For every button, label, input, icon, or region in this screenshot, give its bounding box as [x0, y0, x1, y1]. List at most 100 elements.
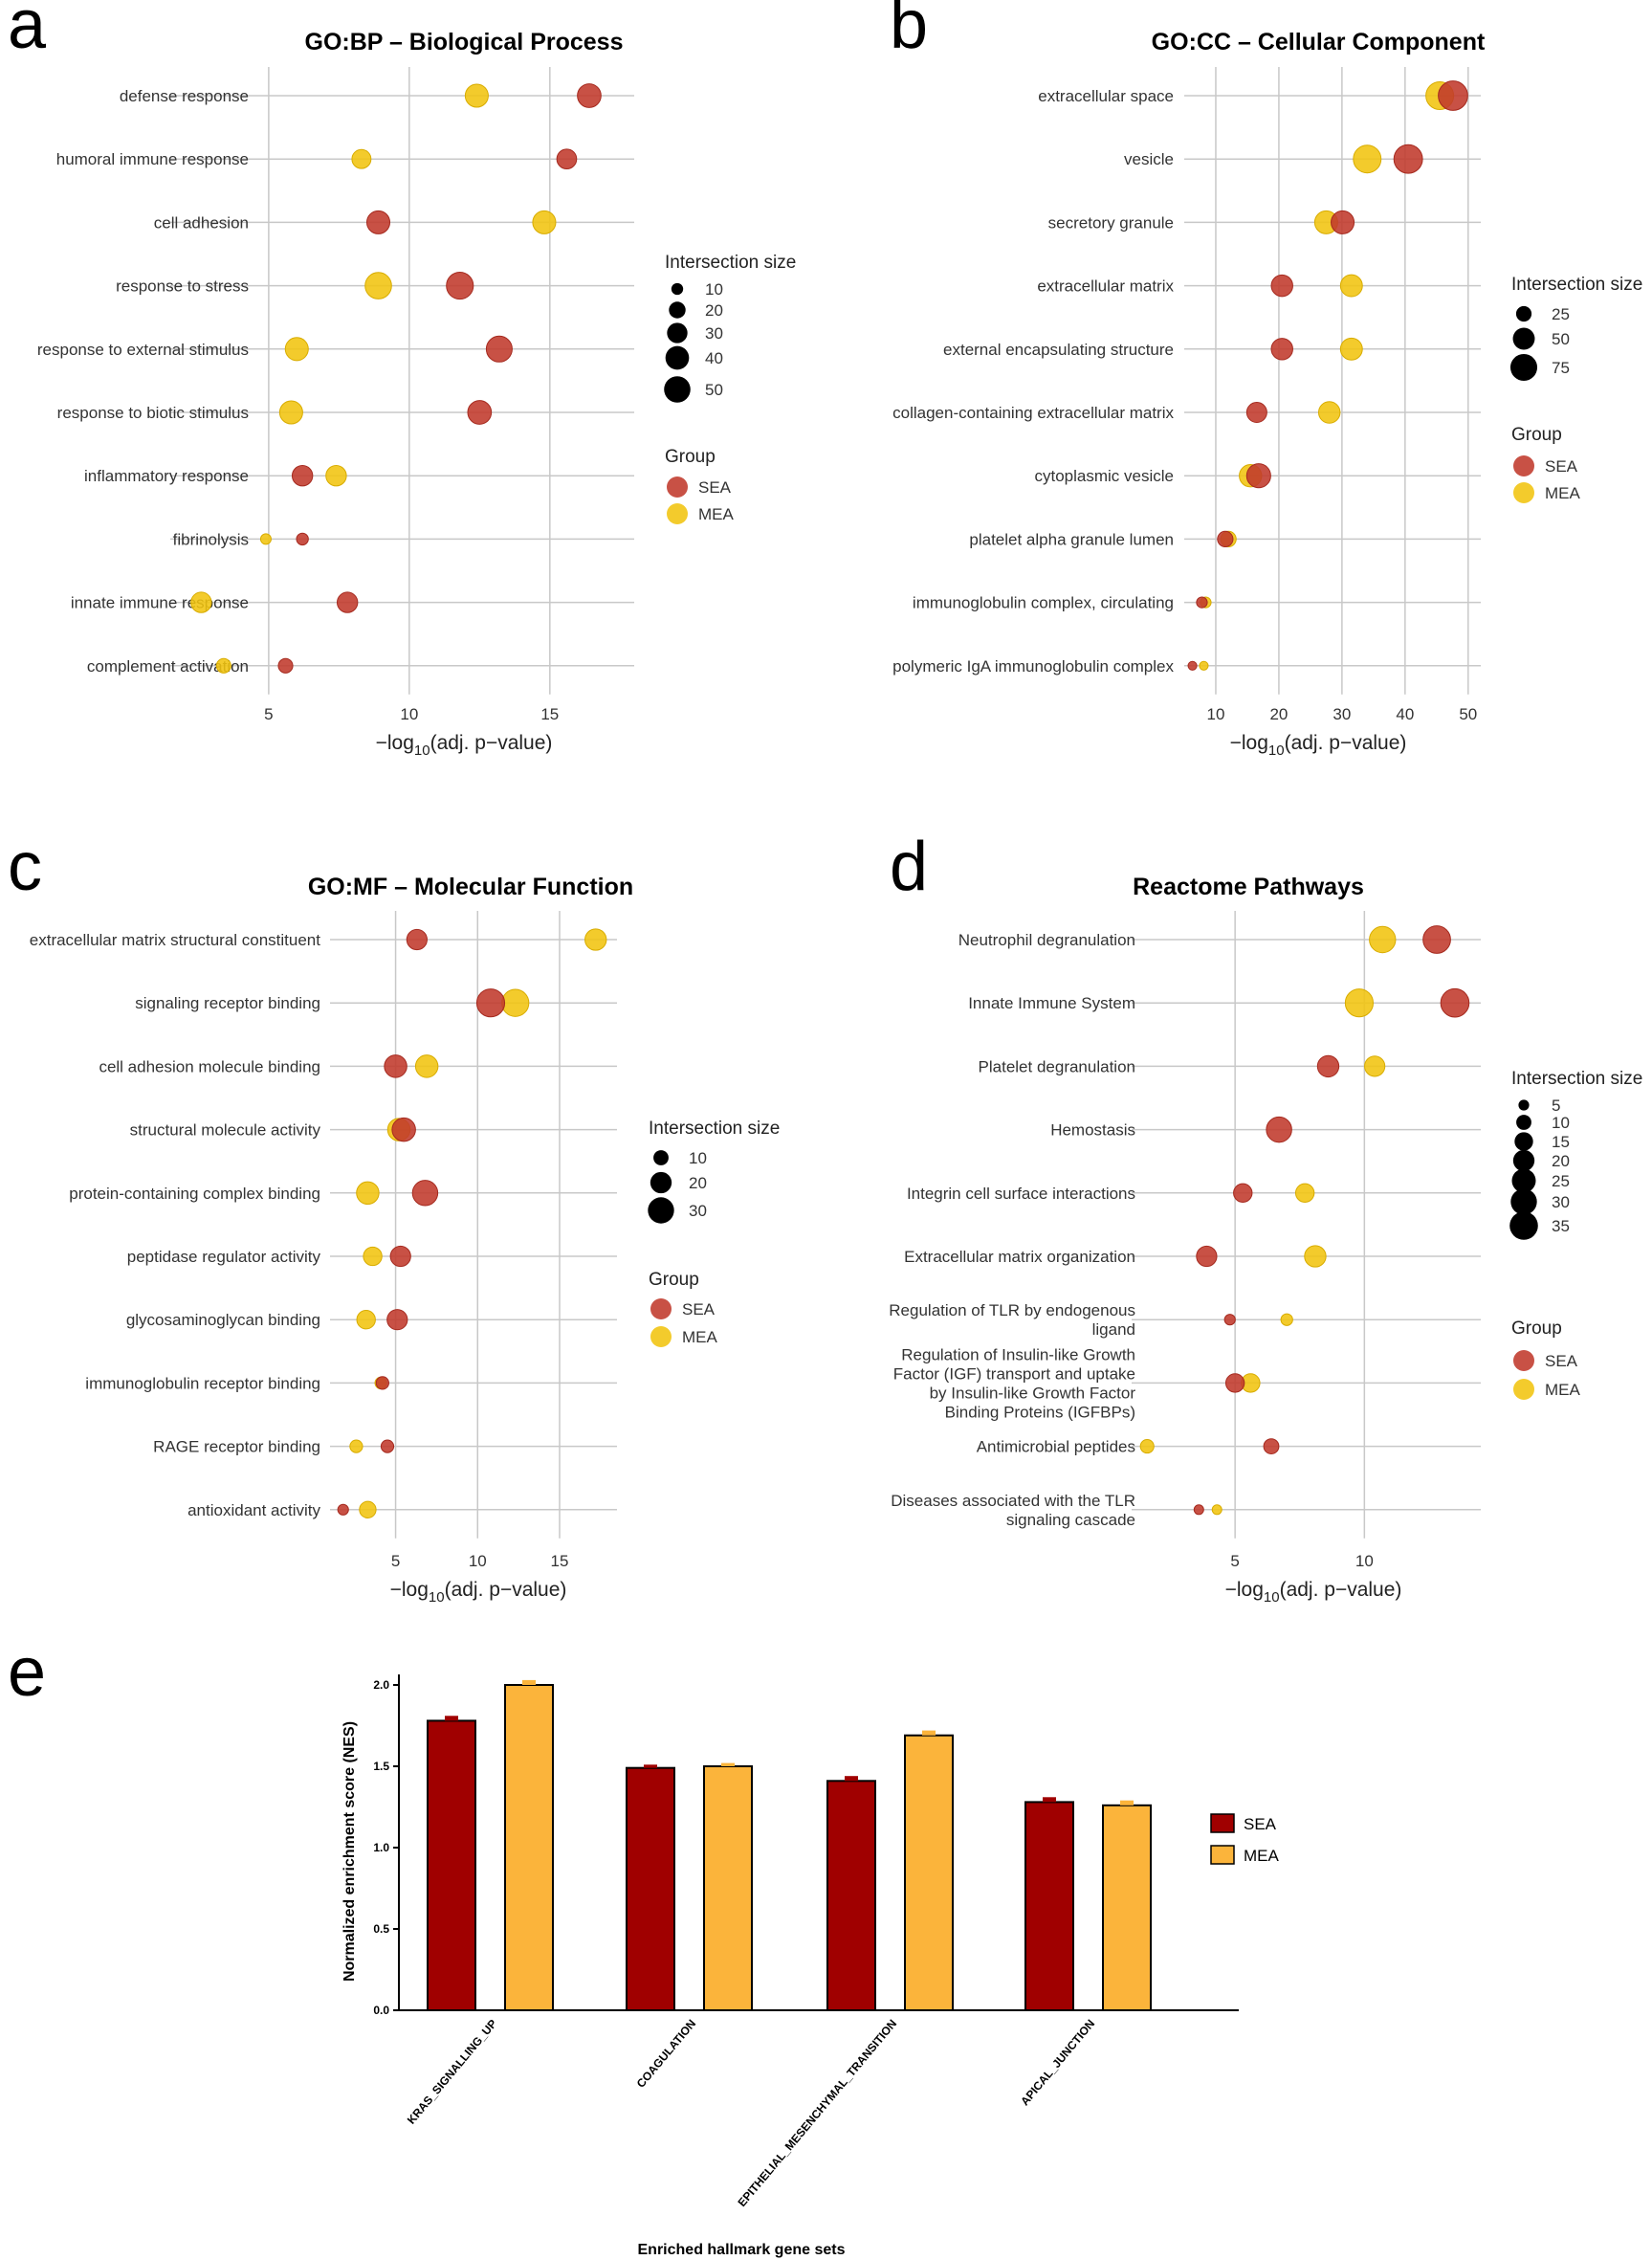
data-point-mea [464, 83, 489, 108]
data-point-sea [1316, 1054, 1340, 1078]
data-point-sea [1438, 80, 1468, 111]
category-label: Hemostasis [1050, 1121, 1135, 1140]
group-legend-swatch-sea [667, 476, 688, 498]
category-label: Integrin cell surface interactions [907, 1185, 1135, 1203]
category-label-line: Innate Immune System [968, 994, 1135, 1012]
data-point-sea [1440, 987, 1470, 1018]
x-axis-label-part: −log [1225, 1579, 1264, 1601]
size-legend-dot [1514, 1132, 1533, 1151]
x-tick-label: 40 [1396, 705, 1414, 723]
data-point-mea [349, 1439, 363, 1453]
data-point-mea [532, 210, 557, 234]
category-label-line: extracellular space [1038, 87, 1174, 105]
category-label: response to biotic stimulus [57, 404, 249, 422]
data-point-mea [1211, 1504, 1222, 1516]
x-axis-label: −log10(adj. p−value) [1230, 732, 1407, 759]
size-legend-label: 25 [1552, 1172, 1570, 1190]
category-label: extracellular matrix structural constitu… [30, 931, 321, 949]
category-label-line: cell adhesion [154, 213, 249, 232]
size-legend-dot [1509, 1211, 1538, 1240]
x-category-label: APICAL_JUNCTION [1018, 2017, 1097, 2108]
category-label-line: defense response [120, 87, 249, 105]
bar-mea [703, 1765, 753, 2011]
x-category-label: COAGULATION [634, 2017, 699, 2091]
category-label-line: response to stress [116, 277, 249, 296]
size-legend-label: 50 [1552, 330, 1570, 348]
data-point-mea [1339, 337, 1363, 361]
data-point-mea [1199, 660, 1209, 671]
group-legend-label: SEA [1545, 1352, 1578, 1370]
category-label: vesicle [1124, 150, 1174, 168]
size-legend-label: 50 [705, 381, 723, 399]
data-point-mea [584, 928, 607, 951]
category-label-line: collagen-containing extracellular matrix [892, 404, 1174, 422]
data-point-sea [1217, 530, 1234, 548]
category-label-line: fibrinolysis [173, 530, 249, 548]
data-point-mea [190, 591, 212, 613]
category-label-line: humoral immune response [56, 150, 249, 168]
category-label: structural molecule activity [130, 1121, 321, 1140]
error-bar-mea [922, 1730, 936, 1736]
size-legend-label: 30 [1552, 1193, 1570, 1211]
category-label: Diseases associated with the TLR signalin… [891, 1492, 1135, 1529]
category-label-line: signaling cascade [1006, 1511, 1135, 1529]
size-legend-dot [1516, 1115, 1531, 1130]
bar-sea [1024, 1801, 1074, 2012]
category-label: protein-containing complex binding [69, 1185, 320, 1203]
data-point-mea [215, 657, 231, 674]
bar-sea [626, 1766, 675, 2011]
data-point-sea [1233, 1183, 1253, 1203]
category-label-line: cytoplasmic vesicle [1035, 467, 1175, 485]
x-axis-label: −log10(adj. p−value) [1225, 1579, 1402, 1606]
data-point-sea [380, 1439, 395, 1453]
group-legend-swatch-mea [650, 1326, 672, 1347]
size-legend-dot [1512, 1149, 1535, 1172]
category-label-line: innate immune response [71, 594, 249, 612]
data-point-sea [337, 591, 359, 613]
x-axis-label: −log10(adj. p−value) [376, 732, 553, 759]
data-point-mea [1353, 144, 1382, 174]
category-label: external encapsulating structure [943, 341, 1174, 359]
x-tick-label: 50 [1459, 705, 1477, 723]
category-label-line: Hemostasis [1050, 1121, 1135, 1140]
category-label-line: extracellular matrix [1037, 277, 1174, 296]
category-label: cytoplasmic vesicle [1035, 467, 1175, 485]
x-category-label: EPITHELIAL_MESENCHYMAL_TRANSITION [735, 2017, 899, 2209]
size-legend-label: 10 [1552, 1114, 1570, 1132]
size-legend-dot [667, 322, 688, 343]
group-legend-title: Group [1511, 1318, 1562, 1339]
category-label: secretory granule [1048, 213, 1174, 232]
category-label-line: polymeric IgA immunoglobulin complex [892, 657, 1174, 676]
x-tick-label: 15 [540, 705, 559, 723]
data-point-mea [351, 148, 372, 169]
size-legend-label: 20 [689, 1174, 707, 1192]
category-label: humoral immune response [56, 150, 249, 168]
group-legend-label: SEA [1545, 457, 1578, 476]
x-axis-label-subscript: 10 [414, 742, 430, 759]
category-label: Platelet degranulation [979, 1057, 1135, 1075]
legend-swatch-mea [1210, 1845, 1235, 1865]
category-label: fibrinolysis [173, 530, 249, 548]
group-legend-swatch-mea [667, 503, 688, 524]
category-label: response to external stimulus [37, 341, 249, 359]
category-label-line: glycosaminoglycan binding [126, 1311, 320, 1329]
data-point-mea [363, 1246, 383, 1267]
category-label: peptidase regulator activity [127, 1248, 321, 1266]
size-legend-dot [648, 1197, 674, 1224]
category-label: immunoglobulin complex, circulating [913, 594, 1174, 612]
y-tick-label: 0.0 [373, 2004, 389, 2017]
size-legend-title: Intersection size [649, 1119, 780, 1139]
data-point-mea [1280, 1313, 1293, 1326]
size-legend-dot [669, 301, 686, 319]
y-axis-label: Normalized enrichment score (NES) [341, 1721, 358, 1982]
group-legend-swatch-sea [1513, 1350, 1534, 1371]
data-point-sea [375, 1376, 389, 1390]
data-point-sea [485, 335, 513, 363]
category-label: response to stress [116, 277, 249, 296]
category-label-line: Binding Proteins (IGFBPs) [945, 1403, 1135, 1421]
x-axis-label-subscript: 10 [1268, 742, 1285, 759]
chart-title: GO:MF – Molecular Function [308, 874, 633, 900]
data-point-mea [356, 1181, 380, 1206]
category-label-line: secretory granule [1048, 213, 1174, 232]
